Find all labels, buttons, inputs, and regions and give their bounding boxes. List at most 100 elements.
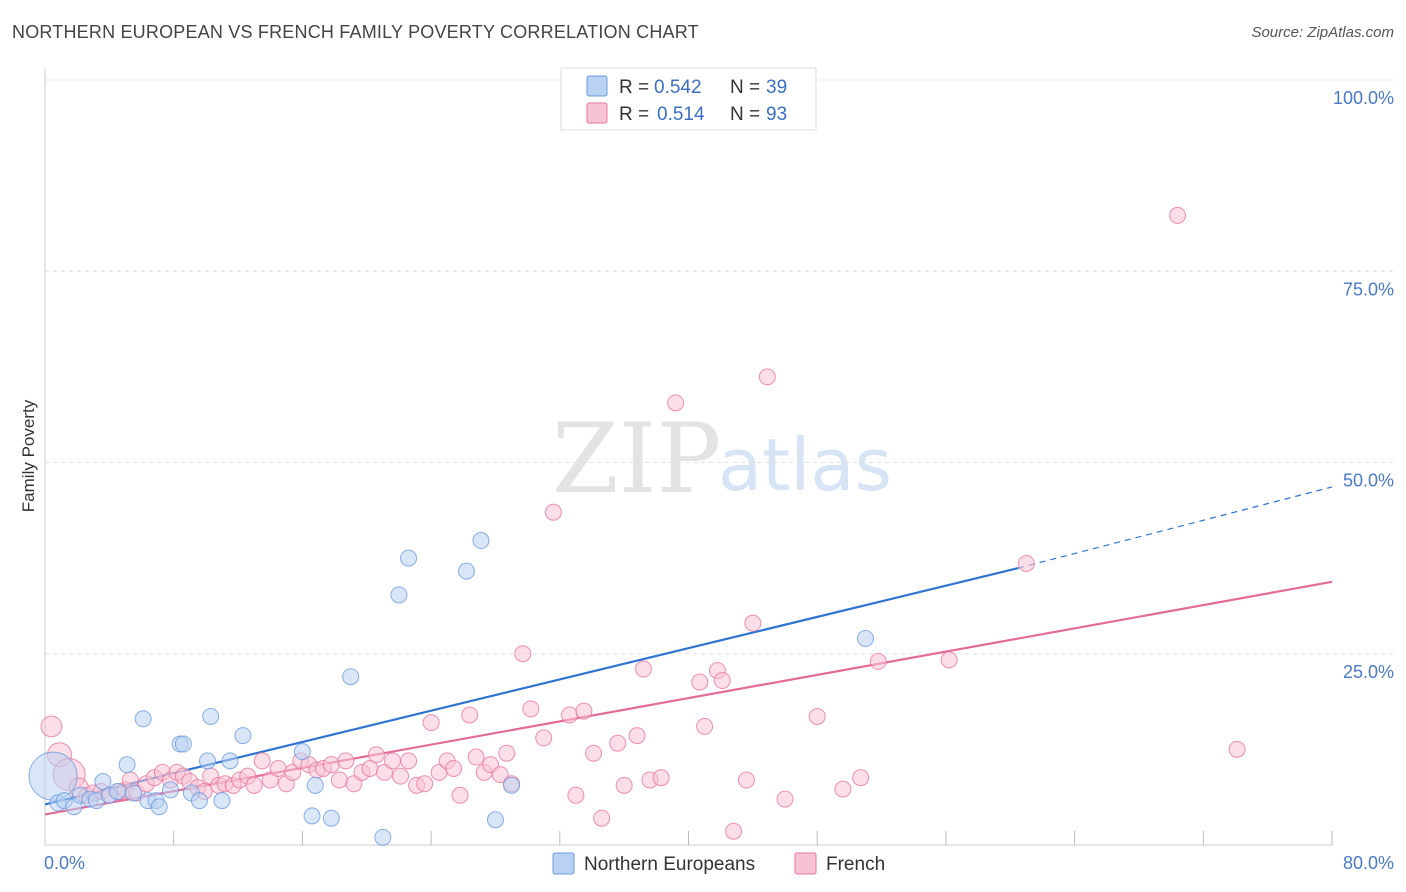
legend-n-label-french: N = <box>730 104 760 125</box>
data-point <box>691 673 709 691</box>
chart-title: NORTHERN EUROPEAN VS FRENCH FAMILY POVER… <box>12 22 699 42</box>
data-point <box>269 760 287 777</box>
data-point <box>593 809 611 827</box>
bottom-legend-label-french: French <box>826 854 885 875</box>
trend-line-extrapolated <box>1018 486 1333 569</box>
trend-line <box>44 567 1019 806</box>
data-point <box>744 614 762 632</box>
trend-line <box>44 580 1333 816</box>
data-point <box>202 707 220 725</box>
data-point <box>390 586 408 604</box>
data-point <box>652 769 670 787</box>
data-point <box>575 702 593 720</box>
data-point <box>150 798 168 816</box>
data-point <box>337 752 355 770</box>
data-point <box>422 714 440 732</box>
data-point <box>293 743 311 761</box>
trend-lines <box>44 486 1333 816</box>
data-point <box>491 766 509 784</box>
data-point <box>416 775 434 793</box>
data-point <box>400 549 418 567</box>
y-tick-label: 100.0% <box>1333 88 1394 108</box>
data-point <box>472 532 490 550</box>
data-point <box>174 735 192 753</box>
gridlines <box>45 79 1395 655</box>
data-point <box>451 786 469 804</box>
data-point <box>445 760 463 777</box>
data-point <box>585 744 603 762</box>
data-point <box>503 776 521 794</box>
legend-r-label-french: R = <box>619 104 649 125</box>
legend-box: R = 0.542 N = 39 R = 0.514 N = 93 <box>560 67 817 131</box>
data-point <box>628 727 646 745</box>
data-point <box>856 629 874 647</box>
data-point <box>776 790 794 808</box>
data-point <box>322 756 340 774</box>
legend-n-label-northern-europeans: N = <box>730 77 760 98</box>
y-tick-label: 50.0% <box>1343 471 1394 491</box>
bottom-legend-swatch-french <box>794 852 817 875</box>
data-point <box>560 706 578 724</box>
data-point <box>190 792 208 810</box>
data-point <box>544 503 562 521</box>
data-point <box>615 776 633 794</box>
data-point <box>457 562 475 580</box>
data-point <box>306 776 324 794</box>
data-point <box>161 781 179 799</box>
data-point <box>609 734 627 752</box>
data-point <box>514 645 532 663</box>
data-point <box>567 786 585 804</box>
data-point <box>28 751 78 801</box>
data-point <box>737 771 755 789</box>
legend-r-label-northern-europeans: R = <box>619 77 649 98</box>
legend-swatch-french <box>586 102 608 124</box>
data-point <box>342 668 360 686</box>
data-point <box>535 729 553 747</box>
data-point <box>1169 206 1187 224</box>
data-point <box>758 368 776 386</box>
data-point <box>696 717 714 735</box>
source-label: Source: ZipAtlas.com <box>1251 24 1394 41</box>
y-tick-label: 25.0% <box>1343 662 1394 682</box>
data-point <box>374 828 392 846</box>
data-point <box>118 756 136 774</box>
data-point <box>1228 740 1246 758</box>
data-point <box>400 752 418 770</box>
data-point <box>392 767 410 785</box>
data-point <box>234 727 252 745</box>
data-point <box>461 706 479 724</box>
data-point <box>303 807 321 825</box>
data-point <box>834 780 852 798</box>
data-point <box>467 748 485 766</box>
data-point <box>498 744 516 762</box>
data-point <box>221 752 239 770</box>
legend-n-value-french: 93 <box>766 104 787 125</box>
data-point <box>367 746 385 764</box>
data-point <box>1017 554 1035 572</box>
watermark-zip: ZIP <box>552 403 721 515</box>
data-point <box>40 715 63 738</box>
x-tick-label-max: 80.0% <box>1343 853 1394 873</box>
watermark-atlas: atlas <box>718 423 892 507</box>
data-point <box>198 752 216 770</box>
data-point <box>486 811 504 829</box>
data-point <box>940 651 958 669</box>
data-point <box>245 776 263 794</box>
data-point <box>108 782 126 800</box>
y-tick-label: 75.0% <box>1343 279 1394 299</box>
data-point <box>713 672 731 690</box>
data-point <box>134 710 152 728</box>
legend-r-value-french: 0.514 <box>657 104 705 125</box>
data-point <box>330 771 348 789</box>
x-tick-label-min: 0.0% <box>44 853 85 873</box>
x-axis-ticks <box>173 831 1333 845</box>
data-point <box>852 769 870 787</box>
data-point <box>725 822 743 840</box>
bottom-legend: Northern Europeans French <box>552 852 885 875</box>
y-axis-label: Family Poverty <box>19 399 38 512</box>
data-point <box>522 700 540 718</box>
data-point <box>94 773 112 791</box>
legend-n-value-northern-europeans: 39 <box>766 77 787 98</box>
bottom-legend-label-northern-europeans: Northern Europeans <box>584 854 755 875</box>
